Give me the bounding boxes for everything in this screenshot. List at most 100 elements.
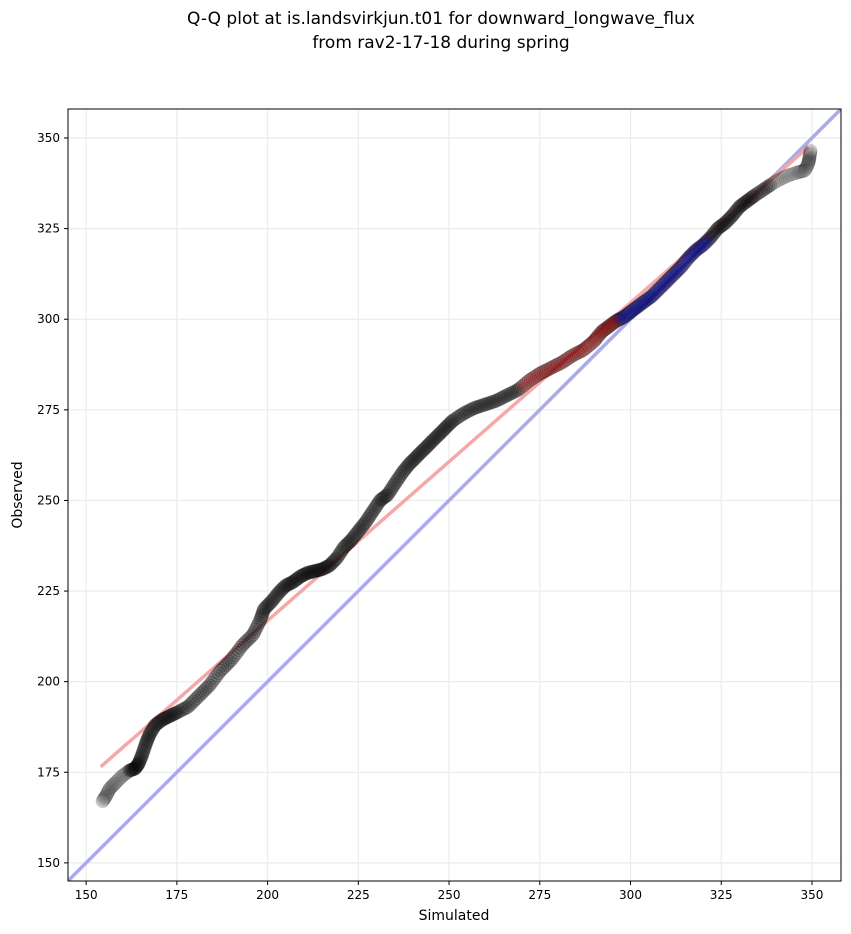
qq-point (182, 698, 197, 713)
qq-point (141, 730, 156, 745)
qq-point (801, 153, 816, 168)
qq-point (634, 296, 649, 311)
y-tick-label: 300 (37, 312, 60, 326)
qq-point (802, 152, 817, 167)
qq-point (595, 324, 610, 338)
qq-point (623, 305, 638, 319)
qq-point (483, 395, 498, 410)
qq-point (410, 448, 425, 463)
qq-point (801, 156, 816, 171)
qq-point (692, 240, 707, 255)
qq-point (730, 202, 744, 217)
qq-point (622, 305, 637, 320)
qq-point (344, 533, 359, 548)
qq-point (644, 289, 659, 304)
qq-point (801, 154, 816, 169)
qq-point (726, 207, 741, 222)
qq-point (325, 555, 340, 570)
qq-point (311, 563, 326, 578)
qq-point (400, 458, 415, 473)
qq-point (509, 383, 524, 398)
qq-point (359, 513, 374, 528)
qq-point (294, 568, 309, 583)
qq-point (803, 144, 818, 159)
qq-point (713, 219, 727, 234)
qq-point (427, 431, 442, 446)
qq-point (375, 491, 390, 506)
qq-point (271, 585, 286, 600)
qq-point (144, 724, 159, 739)
qq-point (670, 263, 685, 278)
qq-point (165, 707, 179, 722)
qq-point (388, 475, 403, 490)
qq-point (356, 518, 371, 533)
qq-point (699, 234, 714, 249)
qq-point (578, 341, 593, 356)
x-tick-label: 275 (528, 888, 551, 902)
qq-point (482, 396, 496, 411)
qq-point (531, 367, 545, 382)
qq-point (140, 731, 155, 746)
qq-point (123, 763, 138, 778)
qq-point (433, 425, 448, 440)
qq-point (574, 343, 589, 358)
qq-point (698, 235, 713, 250)
qq-point (147, 719, 162, 734)
qq-point (725, 208, 740, 223)
qq-point (235, 638, 250, 653)
qq-point (227, 648, 242, 663)
qq-point (646, 287, 661, 302)
qq-point (419, 440, 434, 455)
qq-point (293, 569, 308, 584)
qq-point (731, 201, 746, 216)
qq-point (169, 705, 184, 720)
qq-point (417, 441, 432, 456)
qq-point (802, 149, 817, 164)
qq-point (507, 384, 522, 399)
qq-point (162, 709, 177, 724)
qq-point (590, 329, 605, 344)
qq-point (480, 396, 495, 411)
qq-point (728, 204, 743, 219)
qq-point (686, 245, 701, 260)
y-tick-label: 325 (37, 222, 60, 236)
qq-point (166, 707, 181, 722)
qq-point (606, 315, 621, 330)
qq-point (720, 213, 735, 228)
qq-point (132, 754, 147, 769)
x-tick-label: 300 (619, 888, 642, 902)
qq-point (723, 210, 738, 225)
qq-point (727, 205, 742, 220)
qq-point (802, 150, 817, 165)
qq-point (114, 770, 129, 785)
qq-point (708, 224, 723, 239)
qq-point (449, 411, 464, 426)
qq-point (253, 611, 268, 626)
qq-point (396, 464, 411, 479)
qq-point (624, 304, 639, 319)
qq-point (688, 243, 703, 258)
qq-point (714, 218, 729, 233)
qq-point (667, 266, 682, 281)
qq-point (142, 728, 157, 743)
qq-point (679, 253, 694, 268)
qq-point (547, 359, 562, 374)
qq-point (790, 165, 805, 180)
qq-point (370, 497, 385, 512)
qq-point (527, 370, 542, 385)
qq-point (233, 640, 248, 655)
qq-point (209, 668, 224, 683)
qq-point (756, 182, 770, 197)
chart-title-line-1: Q-Q plot at is.landsvirkjun.t01 for down… (187, 9, 695, 29)
qq-point (317, 561, 332, 576)
qq-point (373, 493, 388, 508)
qq-point (367, 502, 382, 517)
qq-point (604, 317, 619, 332)
qq-point (121, 764, 136, 779)
qq-point (286, 575, 300, 589)
qq-point (163, 708, 178, 723)
qq-point (676, 256, 691, 271)
qq-point (628, 301, 643, 316)
qq-point (693, 239, 708, 254)
qq-point (357, 516, 372, 531)
